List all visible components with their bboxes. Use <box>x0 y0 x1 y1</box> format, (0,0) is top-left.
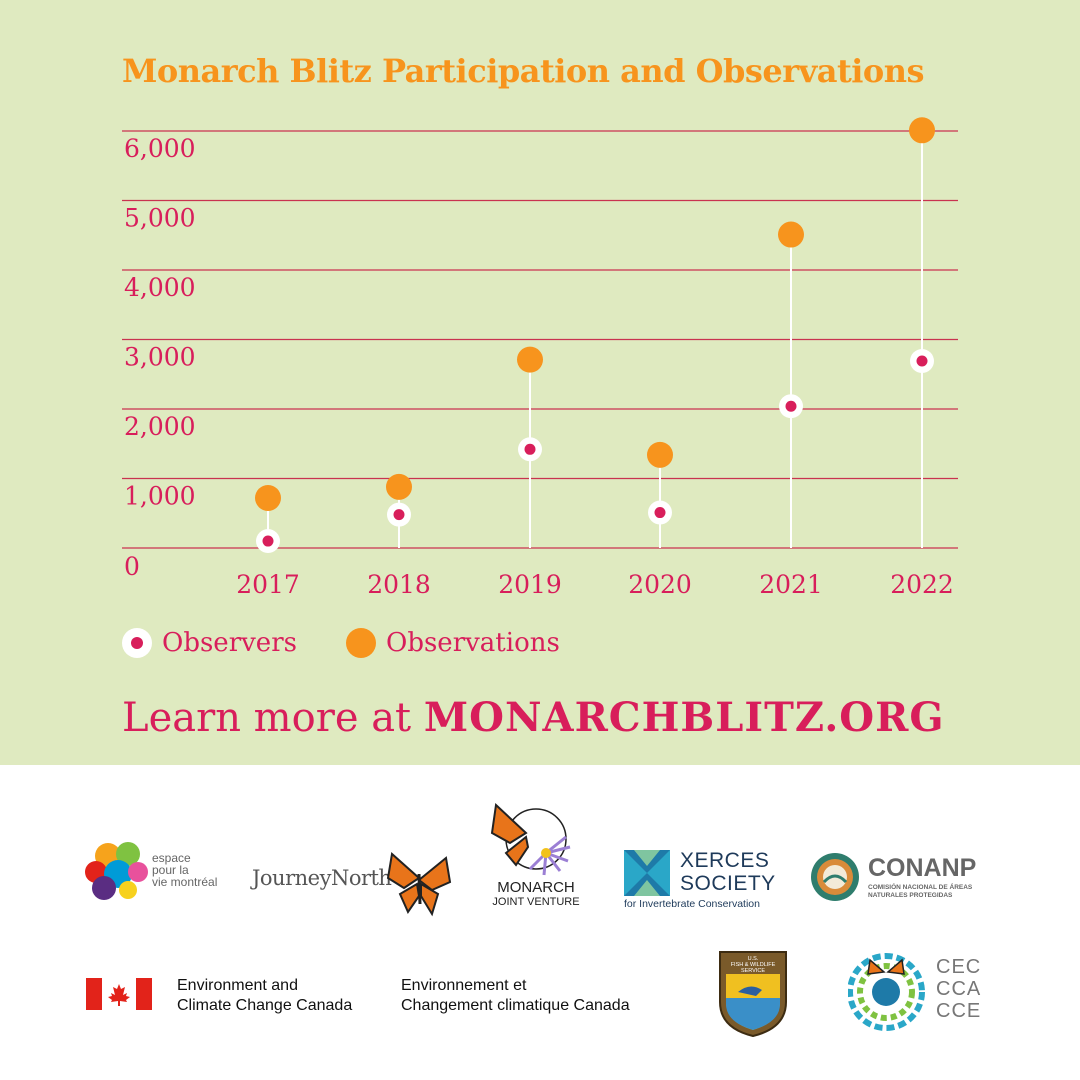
usfws-line2: FISH & WILDLIFE <box>731 962 776 968</box>
legend-item-observers: Observers <box>122 628 297 658</box>
learn-more-prefix: Learn more at <box>122 695 424 741</box>
chart-title: Monarch Blitz Participation and Observat… <box>122 52 925 90</box>
conanp-emblem-icon <box>811 853 859 901</box>
website-link[interactable]: MONARCHBLITZ.ORG <box>423 694 945 741</box>
y-tick-label: 6,000 <box>124 134 196 163</box>
espace-pour-la-vie-logo: espace pour la vie montréal <box>82 838 232 902</box>
x-tick-label: 2018 <box>367 570 431 599</box>
x-axis-ticks: 2017 2018 2019 2020 2021 2022 <box>236 570 954 599</box>
observers-swatch <box>122 628 152 658</box>
y-tick-label: 5,000 <box>124 204 196 233</box>
x-tick-label: 2017 <box>236 570 300 599</box>
observers-point <box>654 507 666 519</box>
eccc-en-line1: Environment and <box>177 977 298 994</box>
mjv-line2: JOINT VENTURE <box>492 896 580 908</box>
cec-line1: CEC <box>936 956 982 978</box>
lollipop-chart: 0 1,000 2,000 3,000 4,000 5,000 6,000 2017 2018… <box>122 117 958 599</box>
espace-line1: espace <box>152 851 191 865</box>
cec-circle-icon <box>848 953 925 1031</box>
x-tick-label: 2022 <box>890 570 954 599</box>
journey-north-logo: JourneyNorth <box>252 848 452 918</box>
x-tick-label: 2021 <box>759 570 823 599</box>
eccc-fr-line1: Environnement et <box>401 977 527 994</box>
observations-point <box>909 117 935 144</box>
eccc-en-line2: Climate Change Canada <box>177 997 353 1014</box>
learn-more-line: Learn more at MONARCHBLITZ.ORG <box>122 694 945 741</box>
mjv-line1: MONARCH <box>497 879 575 896</box>
conanp-name: CONANP <box>868 854 977 882</box>
legend-label-observers: Observers <box>162 628 297 658</box>
canada-flag-icon <box>86 978 152 1010</box>
observers-point <box>785 400 797 412</box>
usfws-line1: U.S. <box>748 956 759 962</box>
usfws-line3: SERVICE <box>741 968 765 974</box>
y-tick-label: 0 <box>124 552 140 581</box>
xerces-line2: SOCIETY <box>680 872 776 895</box>
eccc-english: Environment and Climate Change Canada <box>177 976 352 1016</box>
cec-text: CEC CCA CCE <box>936 956 981 1022</box>
usfws-logo: U.S. FISH & WILDLIFE SERVICE <box>716 948 790 1038</box>
journey-north-text: JourneyNorth <box>252 866 392 890</box>
observations-point <box>517 346 543 373</box>
xerces-society-logo: XERCES SOCIETY for Invertebrate Conserva… <box>624 849 784 910</box>
lollipop-marks <box>255 117 935 554</box>
mjv-butterfly-flower-icon <box>490 803 571 876</box>
cec-line3: CCE <box>936 1000 982 1022</box>
eccc-fr-line2: Changement climatique Canada <box>401 997 630 1014</box>
observations-point <box>778 221 804 248</box>
monarch-butterfly-icon <box>386 852 452 917</box>
x-tick-label: 2019 <box>498 570 562 599</box>
conanp-sub1: COMISIÓN NACIONAL DE ÁREAS <box>868 884 973 891</box>
observers-point <box>524 443 536 455</box>
y-tick-label: 2,000 <box>124 412 196 441</box>
observations-point <box>386 473 412 500</box>
xerces-line3: for Invertebrate Conservation <box>624 898 760 910</box>
cec-logo: CEC CCA CCE <box>848 952 988 1032</box>
usfws-shield-icon: U.S. FISH & WILDLIFE SERVICE <box>719 951 787 1038</box>
y-tick-label: 4,000 <box>124 273 196 302</box>
y-tick-label: 3,000 <box>124 343 196 372</box>
observations-swatch <box>346 628 376 658</box>
x-tick-label: 2020 <box>628 570 692 599</box>
conanp-sub2: NATURALES PROTEGIDAS <box>868 892 953 899</box>
legend-item-observations: Observations <box>346 628 560 658</box>
chart-panel <box>0 0 1080 765</box>
y-tick-label: 1,000 <box>124 482 196 511</box>
cec-line2: CCA <box>936 978 982 1000</box>
xerces-line1: XERCES <box>680 849 770 872</box>
espace-line3: vie montréal <box>152 875 218 889</box>
espace-bubbles-icon <box>85 842 148 900</box>
observers-point <box>393 509 405 521</box>
observers-point <box>916 355 928 367</box>
observers-point <box>262 535 274 547</box>
grid-lines <box>122 130 958 549</box>
espace-line2: pour la <box>152 863 189 877</box>
observations-point <box>647 441 673 468</box>
monarch-joint-venture-logo: MONARCH JOINT VENTURE <box>486 803 586 909</box>
y-axis-ticks: 0 1,000 2,000 3,000 4,000 5,000 6,000 <box>124 134 196 581</box>
observations-point <box>255 484 281 511</box>
canada-flag-svg <box>86 978 152 1010</box>
eccc-french: Environnement et Changement climatique C… <box>401 976 630 1016</box>
conanp-logo: CONANP COMISIÓN NACIONAL DE ÁREAS NATURA… <box>810 852 1010 904</box>
xerces-x-icon <box>624 850 670 896</box>
legend-label-observations: Observations <box>386 628 560 658</box>
